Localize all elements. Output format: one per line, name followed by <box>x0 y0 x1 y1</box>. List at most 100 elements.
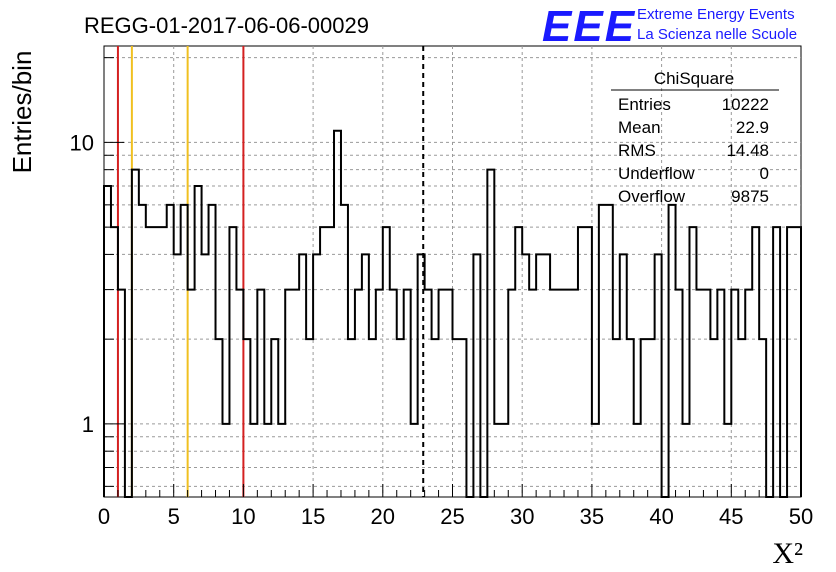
histogram-bin <box>529 290 536 497</box>
histogram-bin <box>327 227 334 497</box>
histogram-bin <box>111 227 118 497</box>
x-tick-label: 50 <box>789 504 813 529</box>
histogram-bin <box>153 227 160 497</box>
histogram-bin <box>271 339 278 497</box>
histogram-bin <box>397 339 404 497</box>
x-tick-label: 40 <box>649 504 673 529</box>
axes: 0 5 10 15 20 25 30 35 40 45 50 1 10 <box>70 57 813 529</box>
histogram-bin <box>759 339 766 497</box>
histogram-bin <box>459 339 466 497</box>
histogram-bin <box>355 290 362 497</box>
histogram-bin <box>174 254 181 497</box>
y-axis-label: Entries/bin <box>7 51 37 174</box>
histogram-bin <box>676 290 683 497</box>
histogram-bin <box>257 290 264 497</box>
histogram-bin <box>585 227 592 497</box>
histogram-bin <box>139 205 146 497</box>
logo-line2: La Scienza nelle Scuole <box>637 26 797 43</box>
x-tick-label: 25 <box>440 504 464 529</box>
histogram-bin <box>216 339 223 497</box>
histogram-bin <box>599 205 606 497</box>
histogram-bin <box>453 339 460 497</box>
histogram-bin <box>522 254 529 497</box>
histogram-bin <box>550 290 557 497</box>
histogram-bin <box>710 339 717 497</box>
histogram-bin <box>160 227 167 497</box>
histogram-bin <box>243 339 250 497</box>
stats-label: Underflow <box>618 164 695 183</box>
histogram-bin <box>669 205 676 497</box>
histogram-bin <box>362 254 369 497</box>
histogram-bin <box>132 170 139 497</box>
histogram-bin <box>404 290 411 497</box>
histogram-bin <box>104 186 111 497</box>
x-tick-label: 0 <box>98 504 110 529</box>
logo-line1: Extreme Energy Events <box>637 6 795 23</box>
histogram-bin <box>641 339 648 497</box>
histogram-bin <box>425 290 432 497</box>
histogram <box>103 129 802 498</box>
stats-value: 14.48 <box>726 141 769 160</box>
histogram-bin <box>717 290 724 497</box>
histogram-bin <box>390 290 397 497</box>
histogram-bin <box>188 290 195 497</box>
histogram-bin <box>167 205 174 497</box>
x-axis-label: X² <box>772 537 803 570</box>
histogram-bin <box>306 339 313 497</box>
histogram-bin <box>473 254 480 497</box>
histogram-bin <box>696 290 703 497</box>
histogram-bin <box>439 290 446 497</box>
histogram-bin <box>285 290 292 497</box>
logo-mark: EEE <box>542 2 636 51</box>
histogram-bin <box>564 290 571 497</box>
histogram-bin <box>195 186 202 497</box>
histogram-bin <box>508 290 515 497</box>
histogram-bin <box>738 339 745 497</box>
x-tick-label: 5 <box>168 504 180 529</box>
x-tick-label: 45 <box>719 504 743 529</box>
histogram-bin <box>773 227 780 497</box>
histogram-bin <box>731 290 738 497</box>
histogram-bin <box>209 205 216 497</box>
histogram-bin <box>536 254 543 497</box>
histogram-bin <box>648 339 655 497</box>
histogram-bin <box>229 227 236 497</box>
histogram-bin <box>689 227 696 497</box>
x-tick-label: 30 <box>510 504 534 529</box>
histogram-bin <box>487 170 494 497</box>
histogram-bin <box>578 227 585 497</box>
histogram-bin <box>620 254 627 497</box>
y-tick-label: 1 <box>82 412 94 437</box>
histogram-bin <box>348 339 355 497</box>
histogram-bin <box>369 339 376 497</box>
histogram-bin <box>543 254 550 497</box>
histogram-bin <box>627 339 634 497</box>
x-tick-label: 35 <box>580 504 604 529</box>
histogram-bin <box>146 227 153 497</box>
x-tick-label: 15 <box>301 504 325 529</box>
x-tick-label: 20 <box>371 504 395 529</box>
logo: EEE Extreme Energy Events La Scienza nel… <box>542 2 797 51</box>
stats-label: Overflow <box>618 187 686 206</box>
stats-label: Mean <box>618 118 661 137</box>
histogram-bin <box>432 339 439 497</box>
histogram-outline <box>103 129 802 498</box>
histogram-bin <box>181 205 188 497</box>
stats-label: Entries <box>618 95 671 114</box>
histogram-bin <box>515 227 522 497</box>
histogram-bin <box>383 227 390 497</box>
histogram-bin <box>655 254 662 497</box>
histogram-bin <box>341 205 348 497</box>
stats-value: 0 <box>760 164 769 183</box>
reference-lines <box>116 46 425 497</box>
histogram-bin <box>787 227 794 497</box>
stats-title: ChiSquare <box>654 69 734 88</box>
histogram-bin <box>613 339 620 497</box>
histogram-bin <box>794 227 801 497</box>
histogram-bin <box>292 290 299 497</box>
histogram-bin <box>571 290 578 497</box>
y-tick-label: 10 <box>70 130 94 155</box>
stats-value: 22.9 <box>736 118 769 137</box>
histogram-bin <box>752 227 759 497</box>
